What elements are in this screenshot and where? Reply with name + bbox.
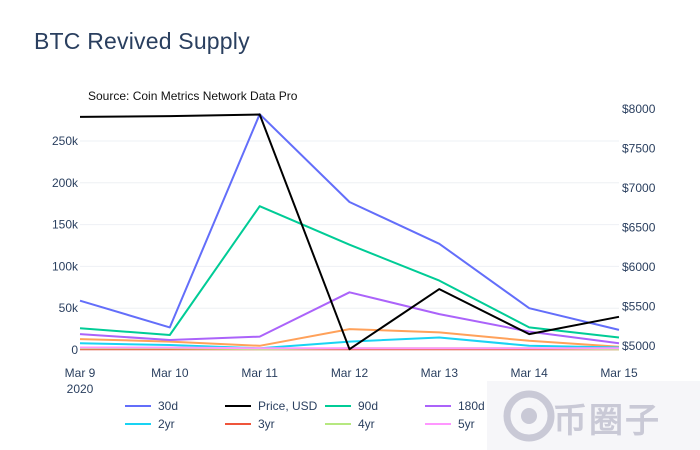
- x-tick-label: Mar 10: [151, 366, 189, 380]
- y-right-tick-label: $8000: [622, 102, 656, 116]
- y-left-tick-label: 200k: [52, 176, 79, 190]
- x-tick-sublabel: 2020: [67, 382, 94, 396]
- x-tick-label: Mar 14: [510, 366, 548, 380]
- series-lines: [79, 113, 620, 351]
- x-tick-label: Mar 11: [241, 366, 278, 380]
- x-tick-label: Mar 12: [331, 366, 369, 380]
- series-line-30d: [79, 113, 620, 331]
- x-tick-label: Mar 9: [65, 366, 96, 380]
- y-left-tick-label: 50k: [59, 301, 79, 315]
- legend: 30d Price, USD 90d 180d 2yr 3yr 4yr 5yr: [125, 399, 485, 431]
- legend-label[interactable]: 30d: [158, 399, 178, 413]
- watermark-text: 币圈子: [553, 402, 661, 440]
- legend-label[interactable]: 180d: [458, 399, 485, 413]
- legend-label[interactable]: 5yr: [458, 417, 475, 431]
- x-tick-label: Mar 13: [421, 366, 459, 380]
- y-right-tick-label: $7500: [622, 142, 656, 156]
- watermark-logo-icon: [503, 390, 555, 442]
- y-right-tick-label: $6500: [622, 221, 656, 235]
- y-right-tick-labels: $5000 $5500 $6000 $6500 $7000 $7500 $8000: [622, 102, 656, 353]
- y-left-tick-label: 0: [71, 343, 78, 357]
- series-line-180d: [79, 291, 620, 345]
- legend-label[interactable]: Price, USD: [258, 399, 318, 413]
- watermark-overlay: [487, 381, 700, 450]
- y-left-tick-label: 150k: [52, 218, 79, 232]
- y-left-tick-label: 250k: [52, 134, 79, 148]
- series-line-2yr: [79, 336, 620, 350]
- series-line-90d: [79, 205, 620, 339]
- y-left-tick-labels: 0 50k 100k 150k 200k 250k: [52, 134, 79, 357]
- x-tick-labels: Mar 9 Mar 10 Mar 11 Mar 12 Mar 13 Mar 14 Mar 1…: [65, 366, 638, 396]
- legend-label[interactable]: 2yr: [158, 417, 175, 431]
- x-tick-label: Mar 15: [600, 366, 638, 380]
- series-line-price-usd: [79, 113, 620, 351]
- chart-title: BTC Revived Supply: [34, 28, 250, 54]
- y-right-tick-label: $5000: [622, 339, 656, 353]
- legend-label[interactable]: 3yr: [258, 417, 275, 431]
- legend-label[interactable]: 90d: [358, 399, 378, 413]
- legend-label[interactable]: 4yr: [358, 417, 375, 431]
- series-line-orange: [79, 328, 620, 348]
- y-right-tick-label: $6000: [622, 260, 656, 274]
- y-right-tick-label: $5500: [622, 300, 656, 314]
- y-left-tick-label: 100k: [52, 259, 79, 273]
- y-right-tick-label: $7000: [622, 181, 656, 195]
- source-annotation: Source: Coin Metrics Network Data Pro: [88, 89, 298, 103]
